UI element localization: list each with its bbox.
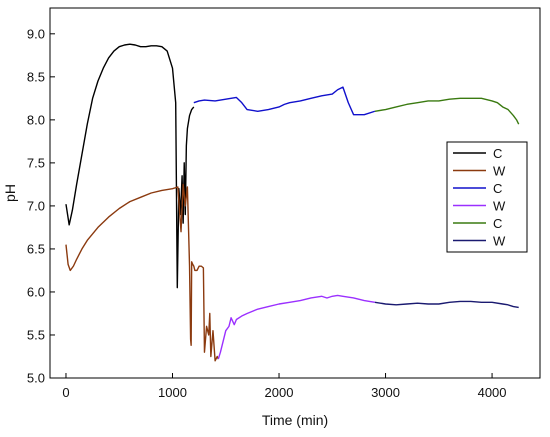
x-tick-label: 1000 (158, 385, 187, 400)
series-line-4 (217, 294, 376, 360)
legend-box (446, 141, 528, 253)
x-tick-label: 0 (62, 385, 69, 400)
y-tick-label: 8.0 (27, 112, 45, 127)
y-axis-label: pH (2, 184, 18, 202)
y-tick-label: 7.0 (27, 198, 45, 213)
y-tick-label: 5.5 (27, 327, 45, 342)
x-axis-label: Time (min) (262, 412, 328, 428)
series-line-5 (374, 97, 520, 125)
legend-label: C (493, 216, 502, 231)
legend-label: W (493, 199, 506, 214)
x-axis-ticks: 0 1000 2000 3000 4000 (62, 373, 507, 400)
series-line-1 (65, 43, 195, 289)
x-tick-label: 3000 (371, 385, 400, 400)
series-line-6 (374, 300, 519, 309)
y-tick-label: 8.5 (27, 69, 45, 84)
series-line-3 (193, 86, 376, 116)
series-line-2 (65, 183, 219, 362)
y-tick-label: 9.0 (27, 26, 45, 41)
legend-label: C (493, 181, 502, 196)
x-tick-label: 4000 (478, 385, 507, 400)
y-tick-label: 6.0 (27, 284, 45, 299)
legend-label: W (493, 234, 506, 249)
y-axis-ticks: 5.0 5.5 6.0 6.5 7.0 7.5 8.0 8.5 9.0 (27, 26, 55, 386)
x-tick-label: 2000 (265, 385, 294, 400)
plot-frame (49, 7, 541, 379)
y-tick-label: 7.5 (27, 155, 45, 170)
y-tick-label: 6.5 (27, 241, 45, 256)
legend-label: W (493, 164, 506, 179)
series-lines (65, 43, 520, 362)
legend-label: C (493, 146, 502, 161)
y-tick-label: 5.0 (27, 371, 45, 386)
